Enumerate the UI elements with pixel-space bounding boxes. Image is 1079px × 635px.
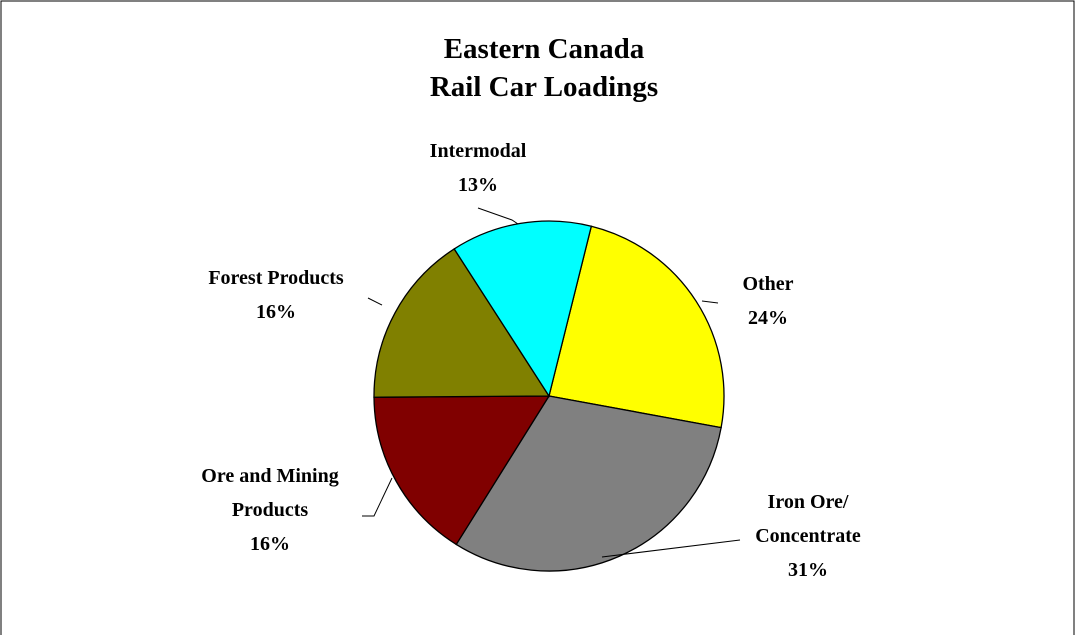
value-label: 16% [256,301,296,323]
slice-label: Intermodal [430,140,527,162]
pie-slice [453,220,593,398]
slice-label: Forest Products [208,267,344,289]
leader-line [367,297,383,306]
leader-line [701,300,719,304]
slice-label: Iron Ore/ [768,491,849,513]
value-label: 24% [748,307,788,329]
value-label: 13% [458,174,498,196]
value-label: 16% [250,533,290,555]
pie-slice [548,225,725,429]
chart-title: Eastern Canada [444,33,645,65]
value-label: 31% [788,559,828,581]
leader-line [477,207,519,225]
pie-slice [373,395,551,546]
leader-line [601,539,741,558]
leader-line [362,477,393,517]
pie-slice [373,248,551,398]
pie-slice [455,395,722,572]
slice-label: Products [232,499,309,521]
chart-title: Rail Car Loadings [430,71,658,103]
slice-label: Other [742,273,793,295]
slice-label: Ore and Mining [201,465,338,487]
slice-label: Concentrate [755,525,861,547]
